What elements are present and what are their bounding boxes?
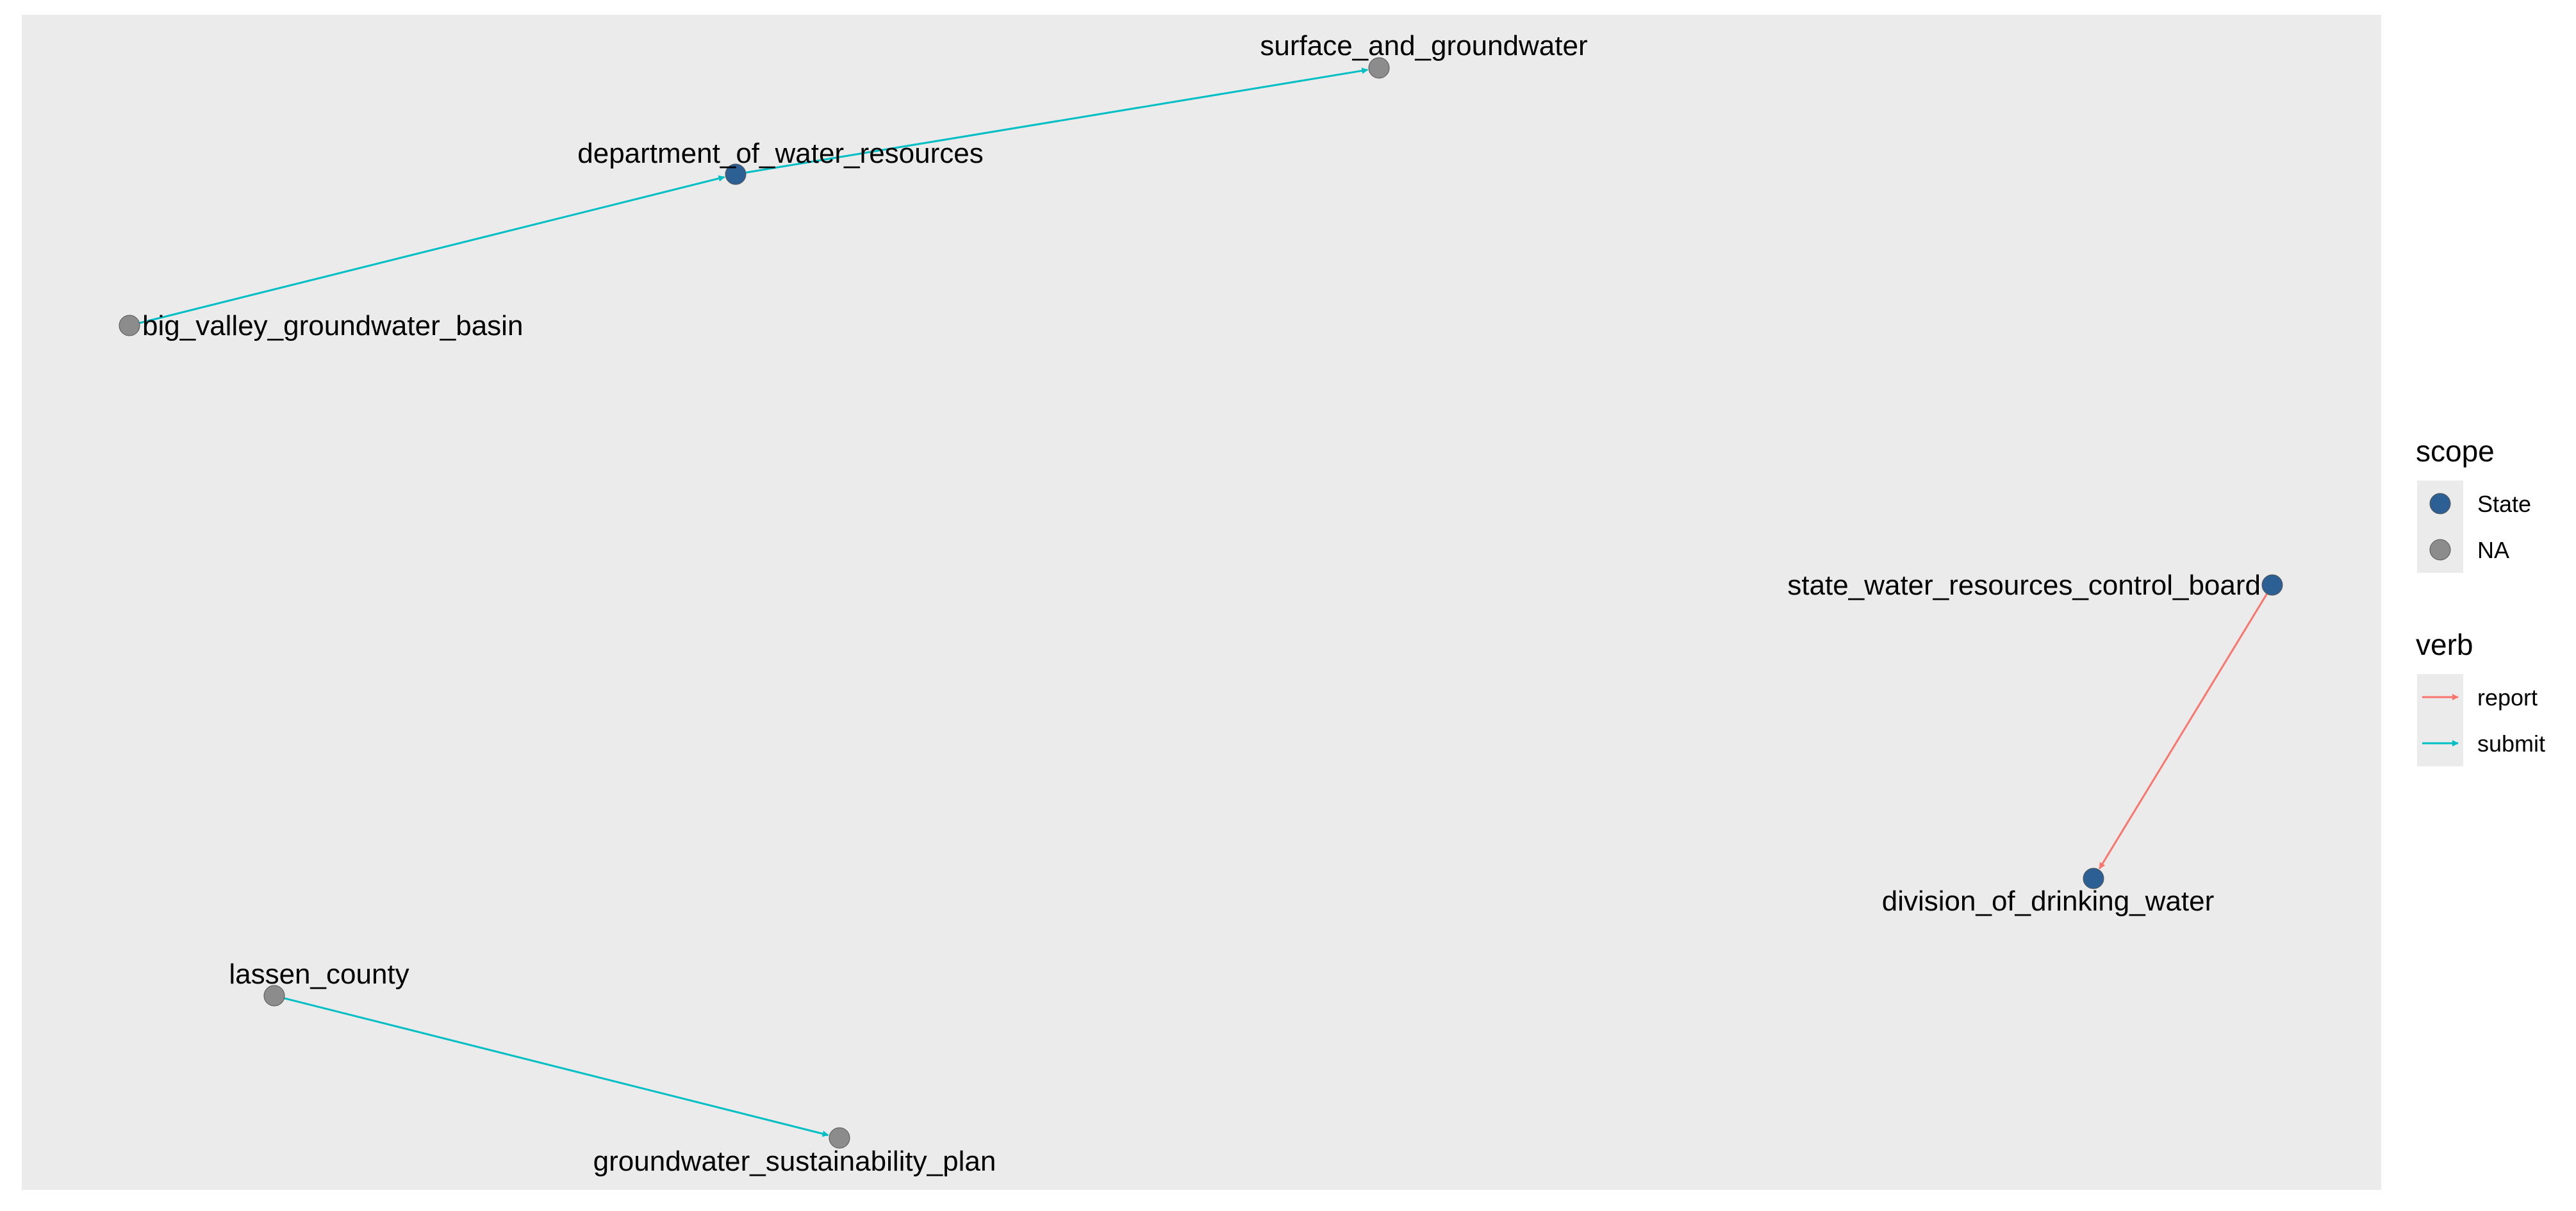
legend-verb-key-background bbox=[2417, 674, 2463, 766]
node-label-lassen-county: lassen_county bbox=[229, 959, 409, 990]
node-label-groundwater-sustainability-plan: groundwater_sustainability_plan bbox=[593, 1146, 996, 1177]
node-big-valley-groundwater-basin bbox=[119, 315, 140, 336]
node-lassen-county bbox=[263, 985, 285, 1007]
edge-report-arrow bbox=[2099, 593, 2268, 869]
nodes-layer bbox=[119, 57, 2283, 1149]
node-label-division-of-drinking-water: division_of_drinking_water bbox=[1882, 886, 2215, 917]
edge-submit-arrow bbox=[745, 67, 1369, 174]
legend-verb: verb report submit bbox=[2416, 628, 2545, 766]
edge-submit-arrow bbox=[284, 997, 829, 1137]
node-label-surface-and-groundwater: surface_and_groundwater bbox=[1260, 30, 1587, 62]
node-division-of-drinking-water bbox=[2083, 868, 2104, 889]
node-state-water-resources-control-board bbox=[2261, 574, 2283, 596]
edges-layer bbox=[139, 67, 2268, 1137]
node-label-big-valley-groundwater-basin: big_valley_groundwater_basin bbox=[142, 310, 523, 342]
legend-verb-submit-label: submit bbox=[2477, 730, 2545, 757]
node-label-state-water-resources-control-board: state_water_resources_control_board bbox=[1787, 570, 2261, 601]
labels-layer: surface_and_groundwater department_of_wat… bbox=[142, 30, 2261, 1177]
node-groundwater-sustainability-plan bbox=[829, 1127, 850, 1149]
node-surface-and-groundwater bbox=[1368, 57, 1390, 79]
plot-panel bbox=[22, 15, 2381, 1190]
legend-scope-title: scope bbox=[2416, 434, 2495, 468]
legend-verb-report-label: report bbox=[2477, 684, 2538, 711]
legend-scope-na-key bbox=[2429, 539, 2451, 561]
legend-scope-state-key bbox=[2429, 493, 2451, 515]
edge-submit-arrow bbox=[139, 175, 725, 324]
legend-scope: scope State NA bbox=[2416, 434, 2531, 573]
node-department-of-water-resources bbox=[725, 163, 747, 185]
legend-verb-title: verb bbox=[2416, 628, 2473, 661]
legend-scope-na-label: NA bbox=[2477, 537, 2509, 563]
legend-scope-state-label: State bbox=[2477, 491, 2531, 517]
node-label-department-of-water-resources: department_of_water_resources bbox=[577, 138, 983, 169]
